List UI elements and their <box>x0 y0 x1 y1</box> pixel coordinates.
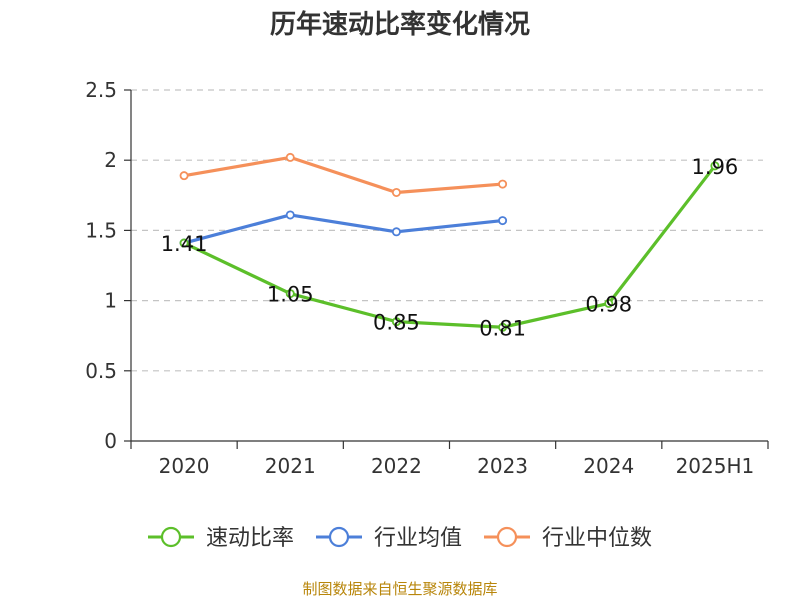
y-tick-label: 0 <box>104 429 117 453</box>
axis-layer: 0 0.5 1 1.5 2 2.5 2020 2021 2022 2023 2024 2025H1 <box>85 78 769 478</box>
label-layer: 1.41 1.05 0.85 0.81 0.98 1.96 <box>161 155 739 340</box>
legend-label: 行业均值 <box>374 526 462 551</box>
data-label: 1.05 <box>267 283 314 307</box>
x-tick-label: 2025H1 <box>676 454 755 478</box>
x-tick-label: 2024 <box>583 454 634 478</box>
series-line <box>183 213 503 245</box>
data-label: 1.41 <box>161 232 208 256</box>
legend-item[interactable]: 行业中位数 <box>484 526 652 551</box>
legend-item[interactable]: 速动比率 <box>148 526 294 551</box>
data-label: 0.81 <box>479 316 526 340</box>
legend-label: 速动比率 <box>206 526 294 551</box>
data-point[interactable] <box>391 227 401 237</box>
data-point[interactable] <box>179 238 189 248</box>
data-point[interactable] <box>604 298 614 308</box>
data-point[interactable] <box>285 210 295 220</box>
data-label: 1.96 <box>692 155 739 179</box>
y-tick-label: 1.5 <box>85 218 117 242</box>
legend-marker <box>328 526 350 548</box>
data-point[interactable] <box>179 171 189 181</box>
data-point[interactable] <box>498 322 508 332</box>
x-tick-label: 2020 <box>159 454 210 478</box>
x-tick-label: 2021 <box>265 454 316 478</box>
data-point[interactable] <box>391 187 401 197</box>
data-point[interactable] <box>285 289 295 299</box>
data-point[interactable] <box>391 317 401 327</box>
legend-marker <box>160 526 182 548</box>
y-tick-label: 0.5 <box>85 359 117 383</box>
series-line <box>183 164 717 329</box>
data-point[interactable] <box>710 161 720 171</box>
legend-item[interactable]: 行业均值 <box>316 526 462 551</box>
chart-title: 历年速动比率变化情况 <box>269 10 530 40</box>
source-note: 制图数据来自恒生聚源数据库 <box>302 580 498 598</box>
legend[interactable]: 速动比率 行业均值 行业中位数 <box>148 526 652 551</box>
y-tick-label: 2.5 <box>85 78 117 102</box>
series-line <box>183 155 503 195</box>
data-point[interactable] <box>498 216 508 226</box>
y-tick-label: 1 <box>104 289 117 313</box>
data-label: 0.85 <box>373 311 420 335</box>
x-tick-label: 2022 <box>371 454 422 478</box>
x-tick-label: 2023 <box>477 454 528 478</box>
legend-label: 行业中位数 <box>542 526 652 551</box>
y-tick-label: 2 <box>104 148 117 172</box>
data-point[interactable] <box>498 179 508 189</box>
legend-marker <box>496 526 518 548</box>
data-label: 0.98 <box>585 292 632 316</box>
series-layer <box>179 152 720 332</box>
data-point[interactable] <box>285 152 295 162</box>
